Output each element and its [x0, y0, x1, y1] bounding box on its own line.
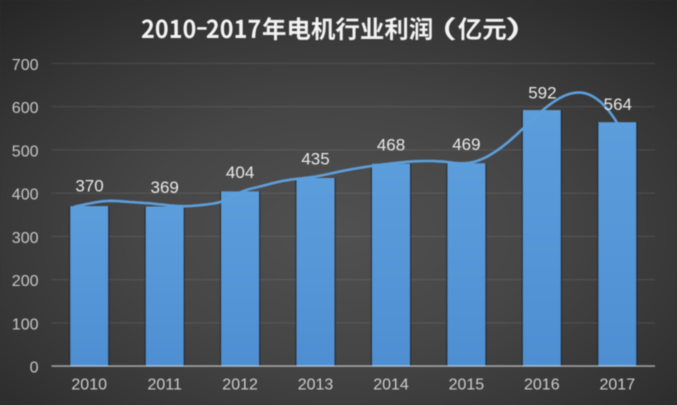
svg-text:2017: 2017 [600, 377, 636, 394]
svg-text:435: 435 [301, 150, 329, 169]
svg-text:370: 370 [75, 177, 103, 196]
svg-text:469: 469 [452, 135, 480, 154]
svg-text:468: 468 [377, 136, 405, 155]
svg-text:2013: 2013 [298, 377, 334, 394]
svg-text:369: 369 [151, 178, 179, 197]
svg-text:100: 100 [12, 316, 39, 333]
svg-text:564: 564 [604, 95, 632, 114]
svg-text:500: 500 [12, 143, 39, 160]
svg-text:592: 592 [528, 83, 556, 102]
svg-text:2010: 2010 [71, 377, 107, 394]
svg-text:300: 300 [12, 230, 39, 247]
svg-text:700: 700 [12, 57, 39, 74]
svg-text:2014: 2014 [373, 377, 409, 394]
svg-text:404: 404 [226, 163, 254, 182]
svg-text:400: 400 [12, 187, 39, 204]
svg-text:2016: 2016 [524, 377, 560, 394]
svg-text:2012: 2012 [222, 377, 258, 394]
svg-text:600: 600 [12, 100, 39, 117]
svg-text:200: 200 [12, 273, 39, 290]
svg-text:0: 0 [30, 360, 39, 377]
svg-text:2015: 2015 [449, 377, 485, 394]
svg-text:2011: 2011 [147, 377, 182, 394]
